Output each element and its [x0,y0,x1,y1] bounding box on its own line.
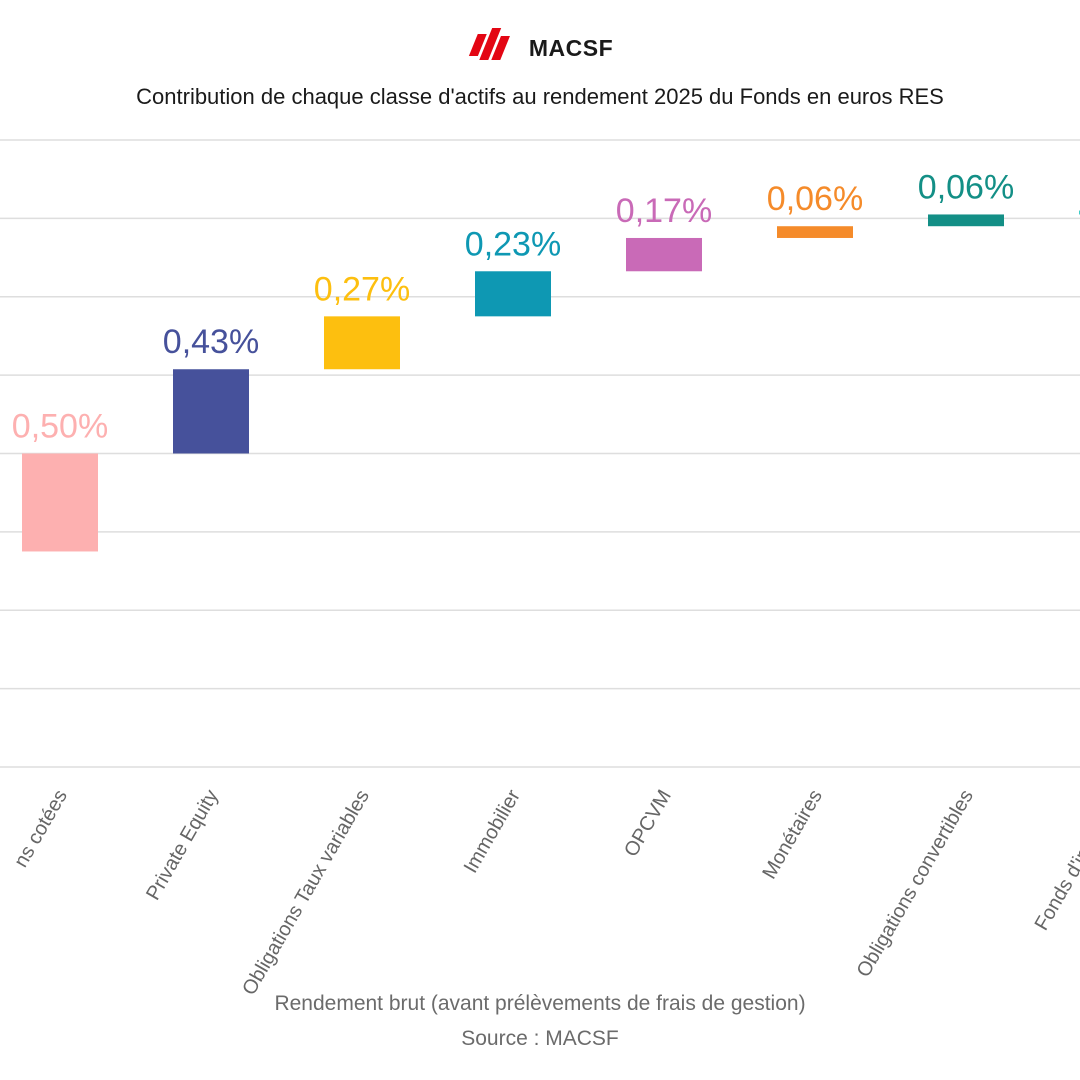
bar [777,226,853,238]
bar [173,369,249,454]
chart-title: Contribution de chaque classe d'actifs a… [136,84,944,109]
category-label: Immobilier [460,786,525,877]
bar [324,316,400,370]
value-label: 0,27% [314,270,410,308]
category-label: Obligations convertibles [853,786,978,981]
value-labels: 0,50%0,43%0,27%0,23%0,17%0,06%0,06%0 [12,168,1014,446]
category-label: Obligations Taux variables [238,786,374,999]
value-label: 0,17% [616,192,712,230]
bar [626,237,702,272]
bars [22,210,1080,552]
value-label: 0,43% [163,323,259,361]
macsf-logo-icon [468,28,510,60]
value-label: 0,50% [12,408,108,446]
category-label: ns cotées [10,786,72,871]
bar [928,214,1004,227]
brand-logo: MACSF [0,26,1080,70]
value-label: 0,06% [918,168,1014,206]
category-label: Private Equity [142,786,223,904]
bar [22,453,98,552]
category-label: Fonds d'infrastruc [1031,786,1080,934]
value-label: 0,06% [767,180,863,218]
value-label: 0,23% [465,225,561,263]
category-label: OPCVM [620,786,676,861]
grid-lines [0,139,1080,768]
footer-note: Rendement brut (avant prélèvements de fr… [274,992,806,1015]
footer-source: Source : MACSF [461,1027,619,1050]
bar [475,271,551,317]
category-labels: ns cotées Private Equity Obligations Taux … [10,786,1080,999]
category-label: Monétaires [758,786,827,883]
brand-name: MACSF [528,34,614,61]
